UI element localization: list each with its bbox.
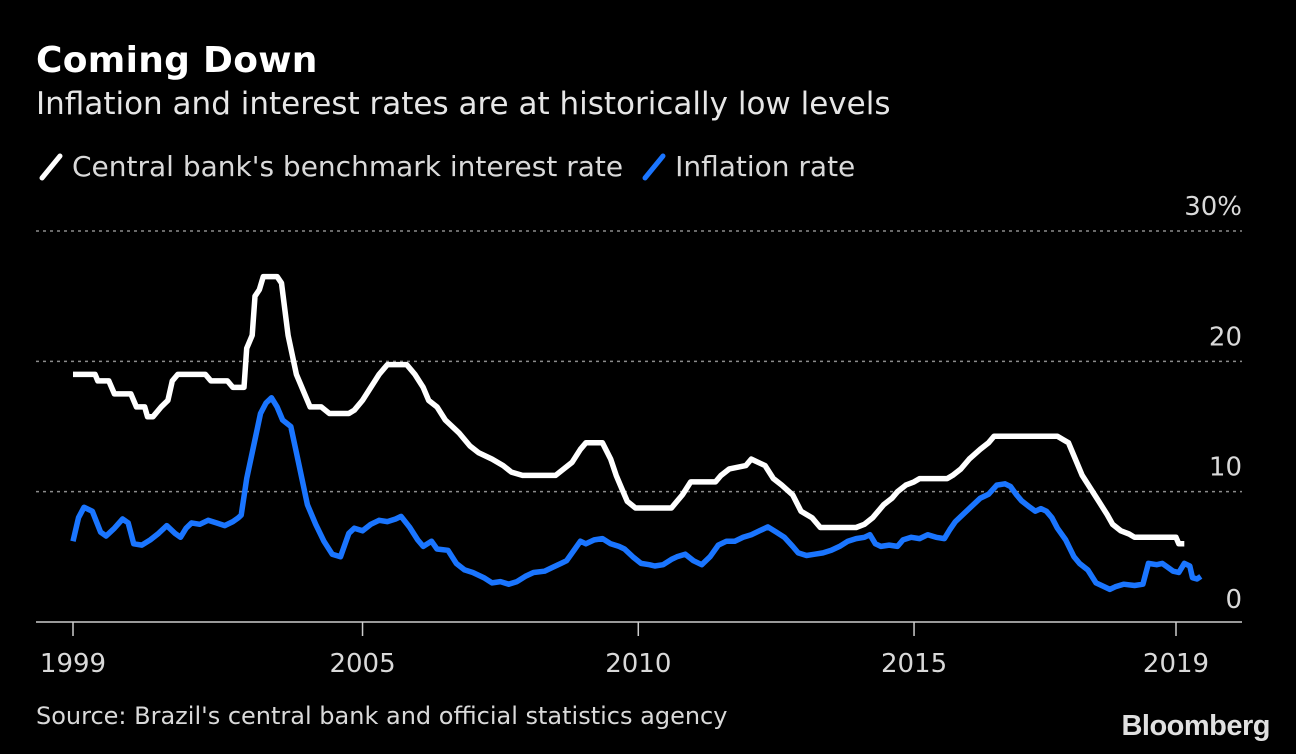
x-tick-label: 2010 — [605, 649, 671, 679]
chart-subtitle: Inflation and interest rates are at hist… — [36, 86, 891, 122]
legend-item-inflation: Inflation rate — [639, 150, 855, 183]
legend-item-rate: Central bank's benchmark interest rate — [36, 150, 623, 183]
series-line-interest-rate — [73, 273, 1185, 547]
y-tick-label: 30% — [1184, 192, 1242, 222]
legend-swatch-inflation — [642, 153, 666, 180]
x-tick-label: 2015 — [881, 649, 947, 679]
y-tick-label: 10 — [1209, 453, 1242, 483]
legend-label-rate: Central bank's benchmark interest rate — [72, 150, 624, 183]
x-tick-label: 2005 — [329, 649, 395, 679]
bloomberg-logo: Bloomberg — [1121, 710, 1270, 742]
y-tick-label: 20 — [1209, 322, 1242, 352]
series-line-inflation — [70, 395, 1203, 593]
x-tick-label: 1999 — [40, 649, 106, 679]
source-note: Source: Brazil's central bank and offici… — [36, 702, 728, 730]
chart-legend: Central bank's benchmark interest rate I… — [36, 150, 871, 183]
legend-label-inflation: Inflation rate — [675, 150, 856, 183]
legend-swatch-rate — [39, 153, 63, 180]
x-tick-label: 2019 — [1143, 649, 1209, 679]
y-tick-label: 0 — [1225, 585, 1242, 615]
chart-title: Coming Down — [36, 40, 318, 81]
